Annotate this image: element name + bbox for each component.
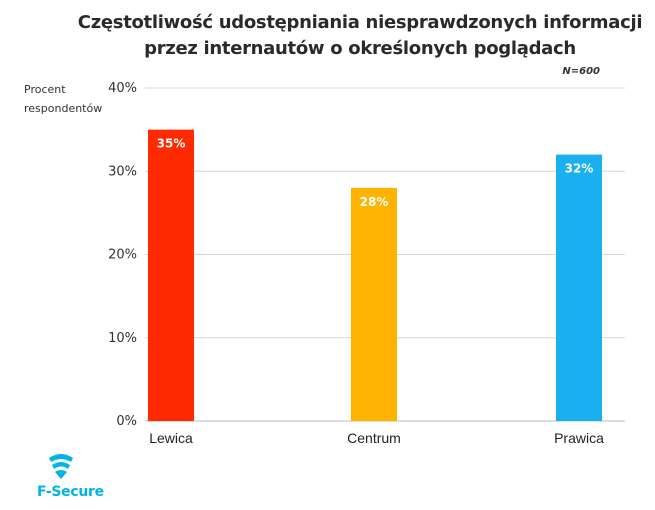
sample-size-note: N=600 <box>562 66 600 77</box>
f-secure-logo-icon <box>49 454 73 479</box>
bar-lewica <box>148 129 194 421</box>
y-axis-label: Procent respondentów <box>24 80 102 118</box>
bar-value-label: 32% <box>565 162 594 176</box>
y-tick-label: 0% <box>116 414 137 429</box>
chart-title-line-2: przez internautów o określonych poglądac… <box>144 38 576 59</box>
bar-centrum <box>351 187 397 421</box>
y-tick-label: 30% <box>108 164 137 179</box>
x-category-label: Prawica <box>554 430 604 446</box>
x-category-label: Lewica <box>149 430 193 446</box>
chart-title-line-1: Częstotliwość udostępniania niesprawdzon… <box>77 12 643 33</box>
bar-prawica <box>556 154 602 421</box>
bar-value-label: 28% <box>360 195 389 209</box>
y-tick-label: 40% <box>108 81 137 96</box>
bar-value-label: 35% <box>157 137 186 151</box>
y-axis-label-line-2: respondentów <box>24 102 103 115</box>
brand-name: F-Secure <box>37 484 104 500</box>
y-tick-label: 20% <box>108 248 137 263</box>
y-tick-label: 10% <box>108 331 137 346</box>
x-category-label: Centrum <box>347 430 401 446</box>
y-axis-label-line-1: Procent <box>24 83 66 96</box>
